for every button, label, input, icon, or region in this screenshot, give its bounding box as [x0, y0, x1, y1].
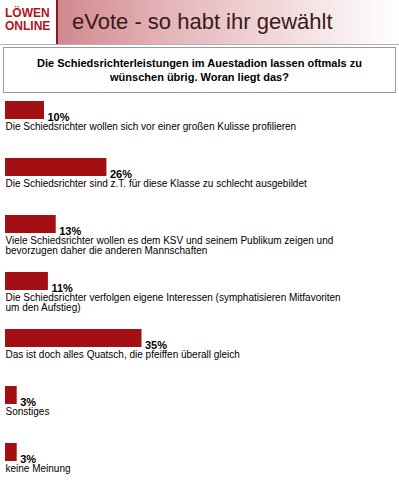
svg-text:keine Meinung: keine Meinung	[6, 463, 71, 474]
svg-text:3%: 3%	[20, 453, 36, 465]
svg-text:35%: 35%	[145, 339, 167, 351]
html-text:eVote - so habt ihr gewählt: eVote - so habt ihr gewählt	[72, 9, 333, 34]
svg-text:Die Schiedsrichter verfolgen e: Die Schiedsrichter verfolgen eigene Inte…	[6, 292, 341, 313]
svg-text:Viele Schiedsrichter wollen es: Viele Schiedsrichter wollen es dem KSV u…	[6, 235, 334, 256]
svg-text:Sonstiges: Sonstiges	[5, 405, 50, 417]
svg-text:Die Schiedsrichter sind z.T. f: Die Schiedsrichter sind z.T. für diese K…	[6, 178, 307, 189]
svg-text:11%: 11%	[51, 282, 73, 294]
svg-text:3%: 3%	[20, 396, 36, 408]
html-text:Die Schiedsrichterleistungen i: Die Schiedsrichterleistungen im Auestadi…	[37, 57, 362, 83]
svg-text:26%: 26%	[110, 168, 132, 180]
html-text:LÖWEN ONLINE: LÖWEN ONLINE	[5, 6, 51, 33]
svg-text:Die Schiedsrichter wollen sich: Die Schiedsrichter wollen sich vor einer…	[5, 120, 297, 132]
svg-text:13%: 13%	[59, 225, 81, 237]
svg-text:Das ist doch alles Quatsch, di: Das ist doch alles Quatsch, die pfeiffen…	[6, 349, 240, 360]
svg-text:10%: 10%	[48, 111, 70, 123]
